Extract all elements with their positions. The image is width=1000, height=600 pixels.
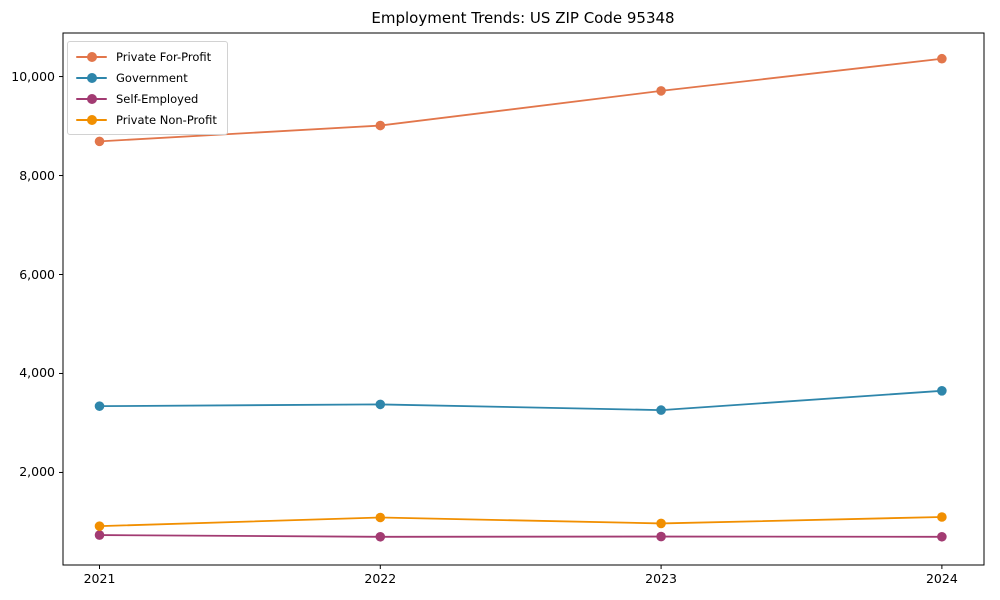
- series-line-self-employed: [99, 534, 942, 538]
- legend-marker-icon: [76, 51, 107, 63]
- x-tick-label: 2022: [364, 571, 397, 586]
- data-point-private-non-profit-2023: [656, 518, 666, 529]
- data-point-self-employed-2024: [937, 531, 947, 542]
- legend: Private For-Profit Government Self-Employe…: [67, 41, 228, 135]
- legend-item-government: Government: [76, 69, 217, 86]
- legend-marker-icon: [76, 72, 107, 84]
- y-tick-label: 4,000: [19, 365, 55, 381]
- data-point-private-for-profit-2021: [94, 136, 105, 147]
- legend-item-self-employed: Self-Employed: [76, 90, 217, 107]
- x-tick-label: 2021: [83, 571, 116, 586]
- legend-item-private-non-profit: Private Non-Profit: [76, 111, 217, 128]
- data-point-self-employed-2021: [94, 530, 105, 540]
- data-point-private-non-profit-2021: [94, 521, 105, 531]
- data-point-private-non-profit-2024: [937, 512, 947, 522]
- legend-label: Private Non-Profit: [116, 112, 217, 127]
- data-point-government-2021: [94, 401, 105, 411]
- series-line-private-non-profit: [99, 516, 942, 528]
- data-point-government-2022: [375, 399, 386, 410]
- legend-label: Government: [116, 70, 188, 85]
- series-line-private-for-profit: [99, 57, 942, 143]
- x-tick-label: 2024: [925, 571, 958, 586]
- data-point-self-employed-2023: [656, 531, 666, 542]
- data-point-private-for-profit-2023: [656, 86, 666, 96]
- data-point-government-2023: [656, 405, 666, 415]
- axes-frame: [62, 32, 985, 566]
- x-tick-label: 2023: [645, 571, 677, 586]
- data-point-private-for-profit-2022: [375, 120, 386, 131]
- legend-item-private-for-profit: Private For-Profit: [76, 48, 217, 65]
- y-tick-label: 6,000: [19, 266, 55, 282]
- y-tick-label: 10,000: [11, 68, 55, 84]
- data-point-government-2024: [937, 386, 947, 396]
- legend-marker-icon: [76, 114, 107, 126]
- legend-label: Private For-Profit: [116, 49, 212, 64]
- data-point-private-non-profit-2022: [375, 512, 386, 523]
- y-tick-label: 8,000: [19, 167, 55, 183]
- data-point-self-employed-2022: [375, 531, 386, 542]
- legend-marker-icon: [76, 93, 107, 105]
- legend-label: Self-Employed: [116, 91, 199, 106]
- series-line-government: [99, 389, 942, 412]
- y-tick-label: 2,000: [19, 464, 55, 480]
- data-point-private-for-profit-2024: [937, 53, 947, 64]
- chart-title: Employment Trends: US ZIP Code 95348: [371, 9, 675, 27]
